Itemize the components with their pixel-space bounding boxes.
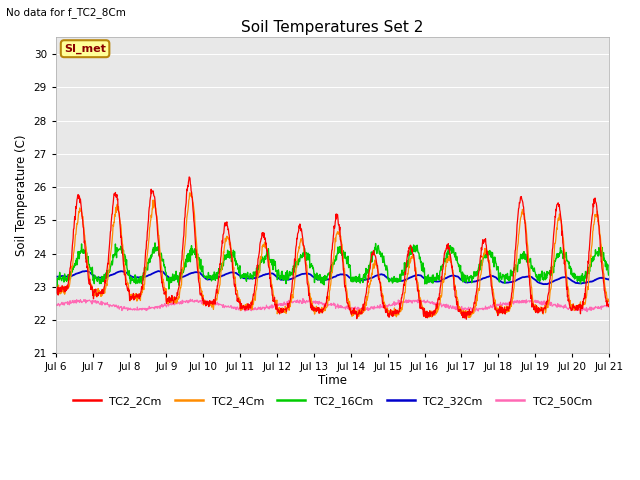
X-axis label: Time: Time (318, 374, 347, 387)
TC2_16Cm (237, 274, 245, 279)
TC2_50Cm (175, 300, 182, 305)
TC2_4Cm (161, 292, 169, 298)
TC2_4Cm (52, 289, 60, 295)
TC2_16Cm (540, 276, 548, 282)
TC2_16Cm (492, 257, 499, 263)
Line: TC2_50Cm: TC2_50Cm (56, 299, 609, 312)
TC2_2Cm (463, 316, 470, 322)
Y-axis label: Soil Temperature (C): Soil Temperature (C) (15, 135, 28, 256)
TC2_4Cm (175, 294, 182, 300)
TC2_2Cm (52, 289, 60, 295)
TC2_2Cm (419, 305, 426, 311)
Line: TC2_2Cm: TC2_2Cm (56, 177, 609, 319)
TC2_16Cm (419, 260, 427, 266)
TC2_4Cm (419, 304, 426, 310)
TC2_16Cm (52, 275, 60, 281)
TC2_2Cm (175, 285, 182, 290)
Line: TC2_4Cm: TC2_4Cm (56, 192, 609, 317)
TC2_4Cm (188, 190, 195, 195)
TC2_32Cm (491, 274, 499, 280)
TC2_50Cm (492, 303, 499, 309)
TC2_4Cm (492, 297, 499, 303)
TC2_50Cm (419, 299, 427, 304)
Text: No data for f_TC2_8Cm: No data for f_TC2_8Cm (6, 7, 126, 18)
TC2_32Cm (237, 274, 245, 279)
TC2_50Cm (299, 296, 307, 301)
Title: Soil Temperatures Set 2: Soil Temperatures Set 2 (241, 20, 424, 35)
TC2_50Cm (605, 301, 612, 307)
TC2_32Cm (162, 272, 170, 278)
TC2_4Cm (466, 314, 474, 320)
TC2_16Cm (151, 240, 159, 246)
TC2_16Cm (605, 272, 612, 278)
TC2_2Cm (186, 174, 193, 180)
TC2_32Cm (52, 274, 60, 279)
TC2_4Cm (540, 307, 548, 313)
TC2_4Cm (237, 305, 245, 311)
TC2_32Cm (605, 276, 612, 282)
TC2_2Cm (237, 300, 245, 306)
TC2_32Cm (419, 274, 426, 280)
Text: SI_met: SI_met (64, 44, 106, 54)
TC2_50Cm (161, 301, 169, 307)
TC2_16Cm (165, 286, 173, 292)
TC2_32Cm (540, 281, 547, 287)
TC2_16Cm (162, 269, 170, 275)
TC2_2Cm (540, 305, 548, 311)
TC2_50Cm (237, 306, 244, 312)
Legend: TC2_2Cm, TC2_4Cm, TC2_16Cm, TC2_32Cm, TC2_50Cm: TC2_2Cm, TC2_4Cm, TC2_16Cm, TC2_32Cm, TC… (68, 391, 596, 411)
TC2_2Cm (605, 304, 612, 310)
TC2_32Cm (175, 276, 183, 281)
TC2_16Cm (176, 272, 184, 277)
TC2_32Cm (540, 281, 548, 287)
TC2_2Cm (492, 307, 499, 312)
TC2_50Cm (52, 303, 60, 309)
TC2_50Cm (540, 298, 548, 304)
TC2_4Cm (605, 299, 612, 304)
TC2_50Cm (360, 310, 367, 315)
TC2_2Cm (161, 290, 169, 296)
Line: TC2_32Cm: TC2_32Cm (56, 271, 609, 284)
Line: TC2_16Cm: TC2_16Cm (56, 243, 609, 289)
TC2_32Cm (83, 268, 90, 274)
